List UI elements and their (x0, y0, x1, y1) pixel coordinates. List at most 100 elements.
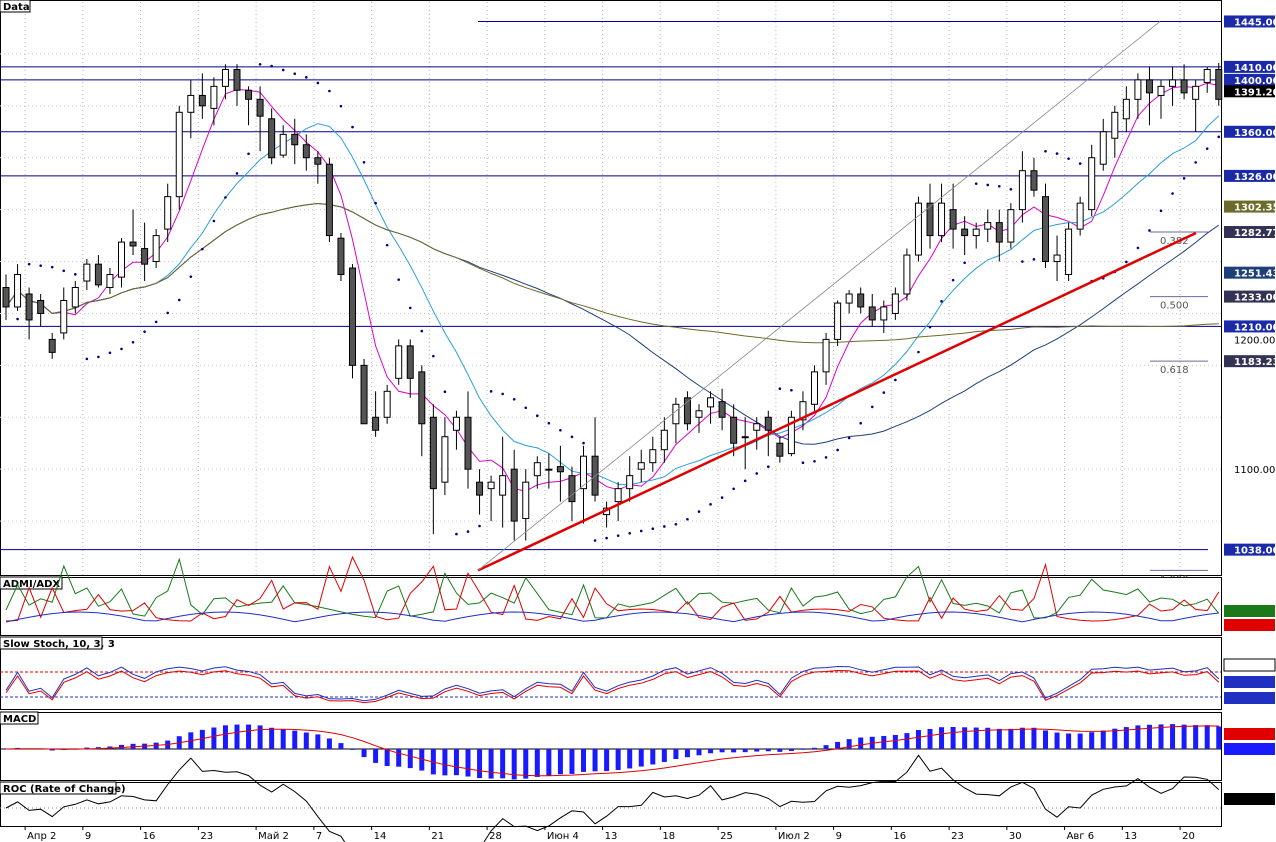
sar-dot (39, 264, 42, 267)
candle-body (580, 455, 587, 490)
macd-tag (1224, 743, 1275, 755)
sar-dot (663, 525, 666, 528)
fan-line (477, 21, 1161, 571)
value-tag (1224, 266, 1275, 279)
macd-bar (119, 744, 124, 749)
macd-panel: MACD (0, 711, 1275, 781)
value-tag-label: 1251.43 (1234, 269, 1276, 280)
macd-panel-title: MACD (3, 714, 36, 725)
sar-dot (582, 441, 585, 445)
candle-body (522, 481, 530, 519)
candle-body (776, 442, 784, 457)
x-tick-label: 18 (662, 831, 675, 842)
macd-bar (939, 727, 945, 749)
roc-panel: ROC (Rate of Change) (0, 754, 1275, 842)
sar-dot (512, 397, 516, 401)
price-panel-title: Data (3, 2, 30, 13)
macd-bar (84, 747, 90, 749)
sar-dot (859, 421, 862, 425)
value-tag-label: 1183.23 (1234, 357, 1276, 368)
candle-body (395, 345, 403, 379)
candle-body (268, 118, 276, 159)
macd-bar (500, 749, 506, 779)
candle-body (961, 228, 969, 237)
price-level-tag-label: 1038.00 (1234, 546, 1276, 557)
macd-bar (1123, 727, 1129, 749)
macd-tag (1224, 728, 1275, 740)
candle-body (938, 202, 946, 237)
price-level-tag (1224, 543, 1275, 556)
price-level-tag (1224, 320, 1275, 333)
candle-body (256, 98, 264, 117)
sar-dot (743, 479, 747, 483)
macd-bar (985, 727, 991, 749)
macd-bar (511, 749, 517, 780)
sar-dot (639, 529, 643, 533)
macd-bar (1216, 726, 1222, 749)
candle-body (995, 222, 1003, 243)
adx-panel-title: ADMI/ADX (3, 579, 60, 590)
candle-body (233, 68, 241, 91)
macd-bar (719, 749, 725, 753)
sar-dot (1182, 177, 1186, 180)
sar-dot (212, 219, 216, 223)
macd-bar (292, 730, 298, 749)
macd-bar (604, 749, 610, 772)
sar-dot (351, 125, 354, 129)
macd-bar (326, 738, 332, 749)
candle-body (325, 163, 333, 237)
sar-dot (974, 182, 978, 185)
sar-dot (62, 269, 66, 273)
sar-dot (281, 68, 285, 72)
candle-body (1030, 170, 1038, 191)
x-tick-label: 21 (431, 831, 444, 842)
candle-body (499, 475, 507, 496)
candle-body (60, 299, 68, 334)
sar-dot (720, 496, 724, 499)
macd-bar (442, 749, 448, 776)
candle-body (545, 468, 553, 471)
value-tag (1224, 200, 1275, 213)
candle-body (926, 202, 934, 237)
macd-bar (534, 749, 540, 777)
macd-bar (257, 725, 263, 749)
candle-body (360, 364, 368, 425)
candle-body (1053, 254, 1061, 263)
macd-bar (384, 749, 390, 767)
adx-minus-line (5, 555, 1220, 622)
macd-bar (477, 749, 483, 779)
candle-body (834, 302, 842, 340)
sar-dot (408, 306, 412, 310)
candle-body (141, 248, 149, 265)
sar-dot (755, 472, 759, 475)
macd-bar (234, 724, 240, 749)
sar-dot (593, 539, 597, 542)
macd-bar (95, 747, 101, 749)
macd-bar (303, 732, 309, 749)
candle-body (221, 68, 229, 87)
stoch-d-line (5, 669, 1220, 704)
macd-bar (615, 749, 621, 770)
candle-body (187, 94, 195, 113)
sar-dot (108, 351, 112, 355)
fib-label: 0.382 (1160, 236, 1189, 247)
candle-body (349, 267, 356, 366)
sar-dot (328, 89, 331, 93)
price-tick-label: 1100.00 (1234, 465, 1275, 476)
sar-dot (74, 273, 77, 276)
macd-bar (361, 749, 367, 758)
candle-body (660, 429, 668, 451)
price-level-tag-label: 1360.00 (1234, 128, 1276, 139)
macd-bar (1043, 730, 1048, 749)
x-tick-label: 14 (374, 831, 387, 842)
sar-dot (258, 62, 262, 66)
candle-body (764, 416, 772, 431)
candle-body (799, 401, 807, 421)
price-tick-label: 1200.00 (1234, 335, 1275, 346)
macd-bar (638, 749, 644, 767)
sar-dot (778, 387, 782, 391)
candle-body (868, 306, 876, 321)
sar-dot (1125, 260, 1128, 264)
candle-body (129, 241, 137, 247)
candle-body (1169, 79, 1177, 87)
